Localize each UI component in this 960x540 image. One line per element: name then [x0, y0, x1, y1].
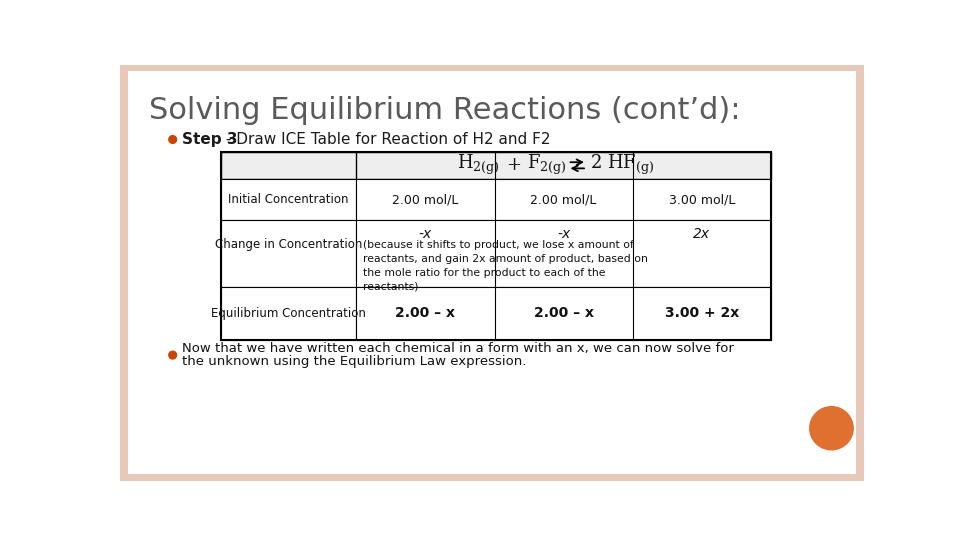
Bar [221, 220, 356, 287]
Circle shape [169, 351, 177, 359]
Text: (because it shifts to product, we lose x amount of
reactants, and gain 2x amount: (because it shifts to product, we lose x… [363, 240, 647, 291]
Text: 2.00 mol/L: 2.00 mol/L [393, 193, 459, 206]
Bar [221, 287, 356, 340]
Text: 2.00 – x: 2.00 – x [534, 306, 593, 320]
Circle shape [169, 136, 177, 143]
Bar [356, 287, 771, 340]
Bar [356, 179, 771, 220]
Text: the unknown using the Equilibrium Law expression.: the unknown using the Equilibrium Law ex… [182, 355, 526, 368]
Text: -x: -x [419, 226, 432, 240]
Text: Initial Concentration: Initial Concentration [228, 193, 348, 206]
Text: Solving Equilibrium Reactions (cont’d):: Solving Equilibrium Reactions (cont’d): [150, 96, 741, 125]
Text: 2 HF$_{\mathregular{(g)}}$: 2 HF$_{\mathregular{(g)}}$ [589, 153, 654, 177]
Text: -x: -x [557, 226, 570, 240]
Text: - Draw ICE Table for Reaction of H2 and F2: - Draw ICE Table for Reaction of H2 and … [221, 132, 550, 147]
Bar [221, 152, 771, 340]
Text: Change in Concentration: Change in Concentration [215, 238, 362, 251]
Text: Equilibrium Concentration: Equilibrium Concentration [211, 307, 366, 320]
Text: Step 3: Step 3 [182, 132, 237, 147]
Text: +: + [506, 156, 521, 174]
Text: F$_{\mathregular{2(g)}}$: F$_{\mathregular{2(g)}}$ [527, 153, 566, 177]
Bar [221, 179, 356, 220]
Bar [356, 220, 771, 287]
Circle shape [809, 407, 853, 450]
Text: Now that we have written each chemical in a form with an x, we can now solve for: Now that we have written each chemical i… [182, 342, 733, 355]
Text: 2.00 – x: 2.00 – x [396, 306, 455, 320]
Text: 3.00 mol/L: 3.00 mol/L [669, 193, 735, 206]
Bar [221, 152, 771, 179]
Bar [221, 152, 356, 179]
Text: H$_{\mathregular{2(g)}}$: H$_{\mathregular{2(g)}}$ [457, 153, 500, 177]
Text: 3.00 + 2x: 3.00 + 2x [664, 306, 739, 320]
Text: 2x: 2x [693, 226, 710, 240]
Text: 2.00 mol/L: 2.00 mol/L [531, 193, 597, 206]
